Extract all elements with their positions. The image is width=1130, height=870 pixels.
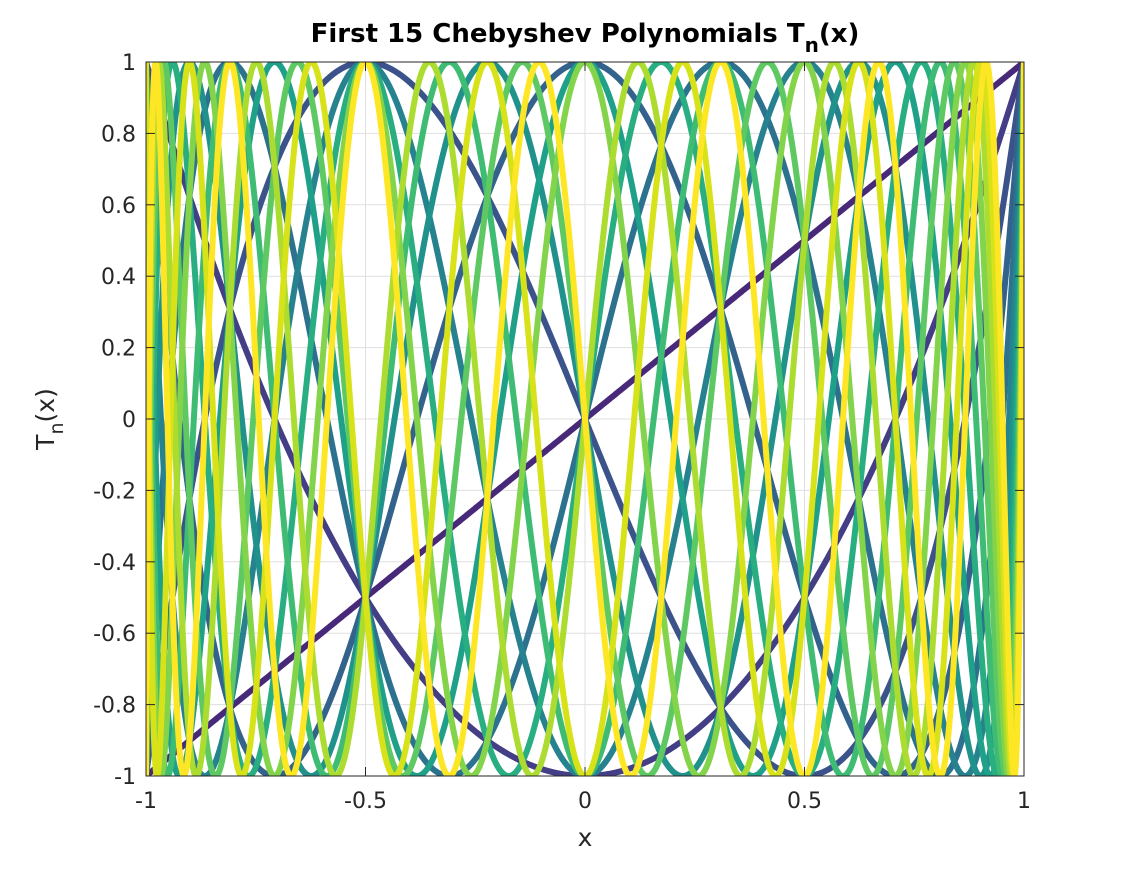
x-tick-label: -1	[135, 789, 157, 814]
series-line-T10	[146, 62, 1024, 776]
series-line-T8	[146, 62, 1024, 776]
x-axis-label: x	[578, 823, 593, 852]
series-line-T12	[146, 62, 1024, 776]
x-tick-label: 1	[1017, 789, 1031, 814]
y-tick-label: 0.8	[101, 122, 136, 147]
y-tick-label: 1	[122, 51, 136, 76]
y-tick-labels: -1 -0.8 -0.6 -0.4 -0.2 0 0.2 0.4 0.6 0.8 1	[93, 51, 136, 790]
y-tick-label: -0.6	[93, 622, 136, 647]
x-tick-label: 0.5	[787, 789, 822, 814]
curves-group	[146, 62, 1024, 776]
chart-title: First 15 Chebyshev Polynomials Tn(x)	[311, 19, 860, 57]
y-tick-label: 0	[122, 408, 136, 433]
tick-marks	[145, 61, 1025, 777]
x-tick-labels: -1 -0.5 0 0.5 1	[135, 789, 1031, 814]
y-tick-label: -0.2	[93, 479, 136, 504]
series-line-T14	[146, 62, 1024, 776]
y-tick-label: 0.6	[101, 194, 136, 219]
y-tick-label: -0.4	[93, 551, 136, 576]
x-tick-label: -0.5	[344, 789, 387, 814]
x-tick-label: 0	[578, 789, 592, 814]
y-tick-label: -1	[114, 765, 136, 790]
y-tick-label: -0.8	[93, 694, 136, 719]
y-tick-label: 0.4	[101, 265, 136, 290]
y-tick-label: 0.2	[101, 337, 136, 362]
y-axis-label: Tn(x)	[31, 388, 68, 451]
